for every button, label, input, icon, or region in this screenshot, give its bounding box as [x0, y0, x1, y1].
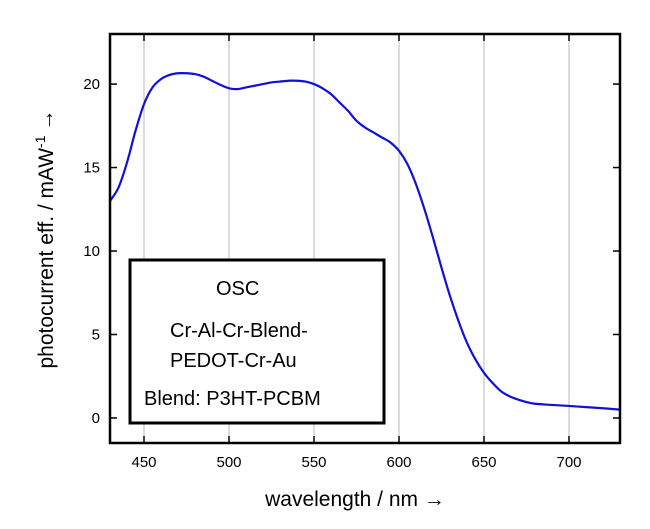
- y-axis-label-sup: -1: [32, 135, 48, 148]
- y-tick-label: 20: [83, 76, 100, 93]
- y-tick-label: 0: [92, 410, 100, 427]
- annotation-line-2: Cr-Al-Cr-Blend-: [170, 320, 308, 342]
- x-tick-label: 450: [131, 454, 156, 471]
- annotation-box: OSC Cr-Al-Cr-Blend- PEDOT-Cr-Au Blend: P…: [128, 258, 386, 425]
- x-tick-label: 500: [216, 454, 241, 471]
- x-tick-label: 550: [301, 454, 326, 471]
- y-axis-label-main: photocurrent eff. / mAW: [35, 148, 58, 369]
- x-tick-label: 650: [471, 454, 496, 471]
- y-tick-label: 5: [92, 326, 100, 343]
- y-axis-label-arrow: →: [35, 109, 58, 130]
- x-axis-ticks: 450 500 550 600 650 700: [131, 34, 582, 471]
- y-axis-label: photocurrent eff. / mAW-1 →: [32, 109, 58, 368]
- annotation-line-1: OSC: [216, 278, 259, 300]
- y-tick-label: 10: [83, 243, 100, 260]
- annotation-line-3: PEDOT-Cr-Au: [170, 350, 297, 372]
- annotation-box-frame: [128, 258, 386, 425]
- x-tick-label: 600: [386, 454, 411, 471]
- x-tick-label: 700: [556, 454, 581, 471]
- y-axis-ticks: 0 5 10 15 20: [83, 76, 620, 427]
- x-axis-label: wavelength / nm →: [264, 488, 445, 511]
- series-line: [109, 71, 621, 411]
- annotation-line-4: Blend: P3HT-PCBM: [144, 388, 321, 410]
- plot-frame: [108, 32, 622, 445]
- y-tick-label: 15: [83, 160, 100, 177]
